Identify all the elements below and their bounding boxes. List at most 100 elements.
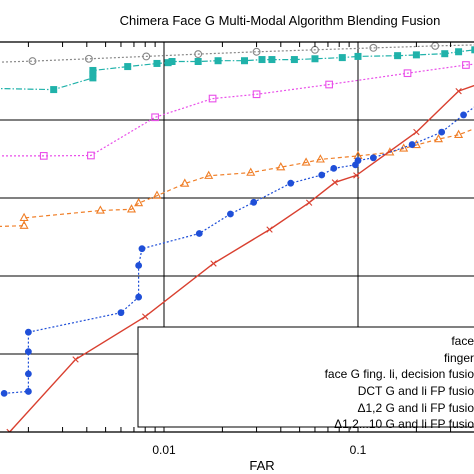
data-point xyxy=(252,47,261,56)
legend-entry-5: Δ1,2 G and li FP fusio xyxy=(357,401,474,415)
data-point xyxy=(24,348,32,356)
data-point xyxy=(194,58,202,65)
data-point xyxy=(268,56,276,64)
data-point xyxy=(412,51,420,59)
data-point xyxy=(241,57,249,65)
series-line xyxy=(0,128,474,228)
data-point xyxy=(194,50,203,59)
data-point xyxy=(290,56,298,64)
data-point xyxy=(117,309,125,317)
x-tick-label: 0.01 xyxy=(152,443,176,457)
x-axis-label: FAR xyxy=(249,458,274,473)
legend-entry-1: face xyxy=(451,334,474,348)
data-point xyxy=(471,46,474,54)
data-point xyxy=(399,143,409,152)
data-point xyxy=(84,54,93,63)
data-point xyxy=(227,210,234,218)
data-point xyxy=(408,141,416,148)
series-4 xyxy=(0,128,474,229)
data-point xyxy=(330,164,338,172)
data-point xyxy=(24,388,32,395)
data-point xyxy=(208,94,217,103)
data-point xyxy=(301,157,311,166)
legend-entry-4: DCT G and li FP fusio xyxy=(358,384,474,398)
data-point xyxy=(19,212,29,222)
data-point xyxy=(135,262,143,269)
chart-title: Chimera Face G Multi-Modal Algorithm Ble… xyxy=(120,13,441,28)
legend-entry-6: Δ1,2...10 G and li FP fusio xyxy=(334,417,474,431)
legend-box xyxy=(137,326,474,428)
data-point xyxy=(338,54,346,62)
data-point xyxy=(246,167,256,176)
x-tick-label: 0.1 xyxy=(350,443,367,457)
legend-entry-3: face G fing. li, decision fusio xyxy=(325,367,474,381)
series-6 xyxy=(6,84,474,432)
data-point xyxy=(266,226,273,233)
data-point xyxy=(210,260,217,267)
data-point xyxy=(441,50,449,58)
data-point xyxy=(438,128,446,136)
legend-entry-2: finger xyxy=(444,351,474,365)
data-point xyxy=(24,370,32,378)
data-point xyxy=(305,199,313,206)
series-1 xyxy=(0,42,474,66)
data-point xyxy=(369,154,377,162)
series-line xyxy=(0,44,474,63)
series-layer xyxy=(0,42,474,432)
data-point xyxy=(354,157,362,164)
data-point xyxy=(258,56,266,64)
data-point xyxy=(151,113,159,122)
data-point xyxy=(325,80,333,89)
data-point xyxy=(126,204,137,213)
data-point xyxy=(315,154,325,163)
data-point xyxy=(89,66,97,74)
data-point xyxy=(87,151,95,160)
data-point xyxy=(124,63,132,71)
data-point xyxy=(6,428,13,432)
data-point xyxy=(204,170,214,179)
data-point xyxy=(28,57,37,66)
data-point xyxy=(142,52,151,61)
data-point xyxy=(276,162,286,171)
data-point xyxy=(195,230,203,237)
x-ticks: 0.01 0.1 xyxy=(27,42,452,457)
legend: face finger face G fing. li, decision fusi… xyxy=(137,326,474,431)
data-point xyxy=(252,90,261,99)
data-point xyxy=(369,43,378,52)
data-point xyxy=(454,129,464,138)
series-5 xyxy=(0,106,474,397)
series-3 xyxy=(0,61,474,160)
series-line xyxy=(0,63,474,157)
data-point xyxy=(318,171,326,179)
data-point xyxy=(353,172,360,179)
data-point xyxy=(455,87,462,95)
data-point xyxy=(134,197,144,207)
data-point xyxy=(72,356,79,363)
data-point xyxy=(168,58,176,65)
data-point xyxy=(462,61,470,69)
data-point xyxy=(455,48,463,56)
data-point xyxy=(311,55,319,63)
data-point xyxy=(0,389,8,397)
data-point xyxy=(433,133,444,143)
data-point xyxy=(180,178,190,187)
data-point xyxy=(19,220,29,229)
data-point xyxy=(214,57,222,65)
data-point xyxy=(413,128,420,136)
data-point xyxy=(152,190,162,199)
data-point xyxy=(142,313,149,320)
plot-frame xyxy=(0,41,474,433)
data-point xyxy=(403,69,412,78)
series-2 xyxy=(0,46,474,94)
data-point xyxy=(354,52,362,60)
data-point xyxy=(39,152,48,160)
data-point xyxy=(138,245,146,253)
data-point xyxy=(250,198,258,206)
data-point xyxy=(50,86,58,94)
data-point xyxy=(135,293,143,301)
data-point xyxy=(24,328,32,336)
data-point xyxy=(394,52,402,60)
data-point xyxy=(95,205,105,214)
data-point xyxy=(287,179,295,187)
